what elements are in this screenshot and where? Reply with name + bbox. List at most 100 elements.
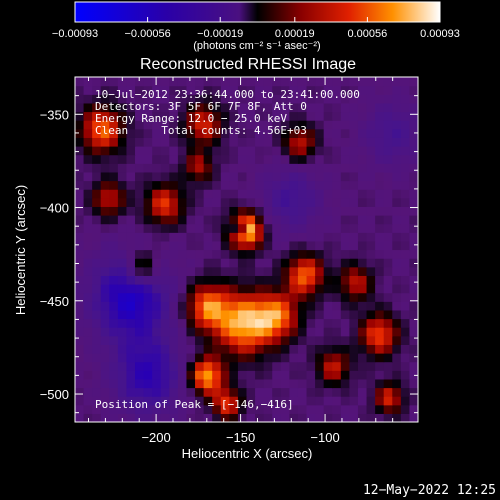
heatmap-cell xyxy=(92,128,102,138)
heatmap-cell xyxy=(357,249,368,259)
heatmap-cell xyxy=(280,128,290,138)
heatmap-cell xyxy=(255,171,265,182)
heatmap-cell xyxy=(349,378,359,389)
heatmap-cell xyxy=(117,206,128,216)
heatmap-cell xyxy=(229,387,239,397)
heatmap-cell xyxy=(92,232,102,242)
heatmap-cell xyxy=(280,361,290,371)
heatmap-cell xyxy=(152,258,162,268)
heatmap-cell xyxy=(220,387,230,397)
heatmap-cell xyxy=(212,396,222,406)
heatmap-cell xyxy=(400,111,411,121)
heatmap-cell xyxy=(160,77,170,87)
heatmap-cell xyxy=(229,266,239,276)
heatmap-cell xyxy=(109,85,119,95)
heatmap-cell xyxy=(237,128,248,138)
heatmap-cell xyxy=(272,240,282,251)
heatmap-cell xyxy=(263,404,273,414)
heatmap-cell xyxy=(186,284,196,294)
heatmap-cell xyxy=(357,197,368,207)
heatmap-cell xyxy=(229,171,239,182)
heatmap-cell xyxy=(297,327,308,337)
colorbar-tick-label: 0.00093 xyxy=(420,28,460,40)
heatmap-cell xyxy=(100,396,110,406)
heatmap-cell xyxy=(117,301,128,311)
heatmap-cell xyxy=(143,85,153,95)
heatmap-cell xyxy=(117,292,128,302)
heatmap-cell xyxy=(357,206,368,216)
heatmap-cell xyxy=(255,120,265,130)
heatmap-cell xyxy=(349,240,359,251)
heatmap-cell xyxy=(280,301,290,311)
heatmap-cell xyxy=(332,180,342,190)
heatmap-cell xyxy=(289,258,299,268)
heatmap-cell xyxy=(366,335,376,345)
heatmap-cell xyxy=(297,396,308,406)
heatmap-cell xyxy=(375,327,385,337)
heatmap-cell xyxy=(280,327,290,337)
heatmap-cell xyxy=(306,284,316,294)
heatmap-cell xyxy=(126,284,136,294)
heatmap-cell xyxy=(366,318,376,328)
heatmap-cell xyxy=(203,353,213,363)
heatmap-cell xyxy=(83,94,93,104)
heatmap-cell xyxy=(349,197,359,207)
heatmap-cell xyxy=(323,309,333,320)
heatmap-cell xyxy=(392,120,402,130)
heatmap-cell xyxy=(100,387,110,397)
heatmap-cell xyxy=(169,163,179,173)
heatmap-cell xyxy=(383,128,393,138)
heatmap-cell xyxy=(263,180,273,190)
heatmap-cell xyxy=(212,353,222,363)
heatmap-cell xyxy=(83,137,93,147)
heatmap-cell xyxy=(246,102,256,113)
heatmap-cell xyxy=(177,249,188,259)
heatmap-cell xyxy=(392,102,402,113)
heatmap-cell xyxy=(203,292,213,302)
heatmap-cell xyxy=(195,266,205,276)
heatmap-cell xyxy=(306,189,316,199)
y-tick-label: −500 xyxy=(40,387,69,402)
heatmap-cell xyxy=(117,189,128,199)
heatmap-cell xyxy=(237,111,248,121)
heatmap-cell xyxy=(400,361,411,371)
heatmap-cell xyxy=(297,404,308,414)
heatmap-cell xyxy=(92,353,102,363)
heatmap-cell xyxy=(152,223,162,233)
heatmap-cell xyxy=(220,413,230,422)
heatmap-cell xyxy=(143,318,153,328)
heatmap-cell xyxy=(109,146,119,156)
heatmap-cell xyxy=(203,94,213,104)
heatmap-cell xyxy=(220,258,230,268)
heatmap-cell xyxy=(263,154,273,164)
heatmap-cell xyxy=(315,137,325,147)
heatmap-cell xyxy=(263,370,273,380)
heatmap-cell xyxy=(186,309,196,320)
heatmap-cell xyxy=(117,404,128,414)
heatmap-cell xyxy=(340,154,350,164)
heatmap-cell xyxy=(315,284,325,294)
heatmap-cell xyxy=(357,387,368,397)
heatmap-cell xyxy=(75,223,85,233)
heatmap-cell xyxy=(160,232,170,242)
heatmap-cell xyxy=(186,189,196,199)
heatmap-cell xyxy=(263,137,273,147)
heatmap-cell xyxy=(263,361,273,371)
heatmap-cell xyxy=(169,249,179,259)
heatmap-cell xyxy=(109,335,119,345)
heatmap-cell xyxy=(92,180,102,190)
heatmap-cell xyxy=(229,335,239,345)
heatmap-cell xyxy=(83,361,93,371)
heatmap-cell xyxy=(160,206,170,216)
heatmap-cell xyxy=(349,102,359,113)
colorbar-tick-label: −0.00093 xyxy=(52,28,98,40)
heatmap-cell xyxy=(255,413,265,422)
heatmap-cell xyxy=(169,189,179,199)
heatmap-cell xyxy=(75,327,85,337)
heatmap-cell xyxy=(289,404,299,414)
heatmap-cell xyxy=(152,171,162,182)
heatmap-cell xyxy=(220,275,230,285)
heatmap-cell xyxy=(203,197,213,207)
heatmap-cell xyxy=(75,344,85,354)
heatmap-cell xyxy=(237,301,248,311)
